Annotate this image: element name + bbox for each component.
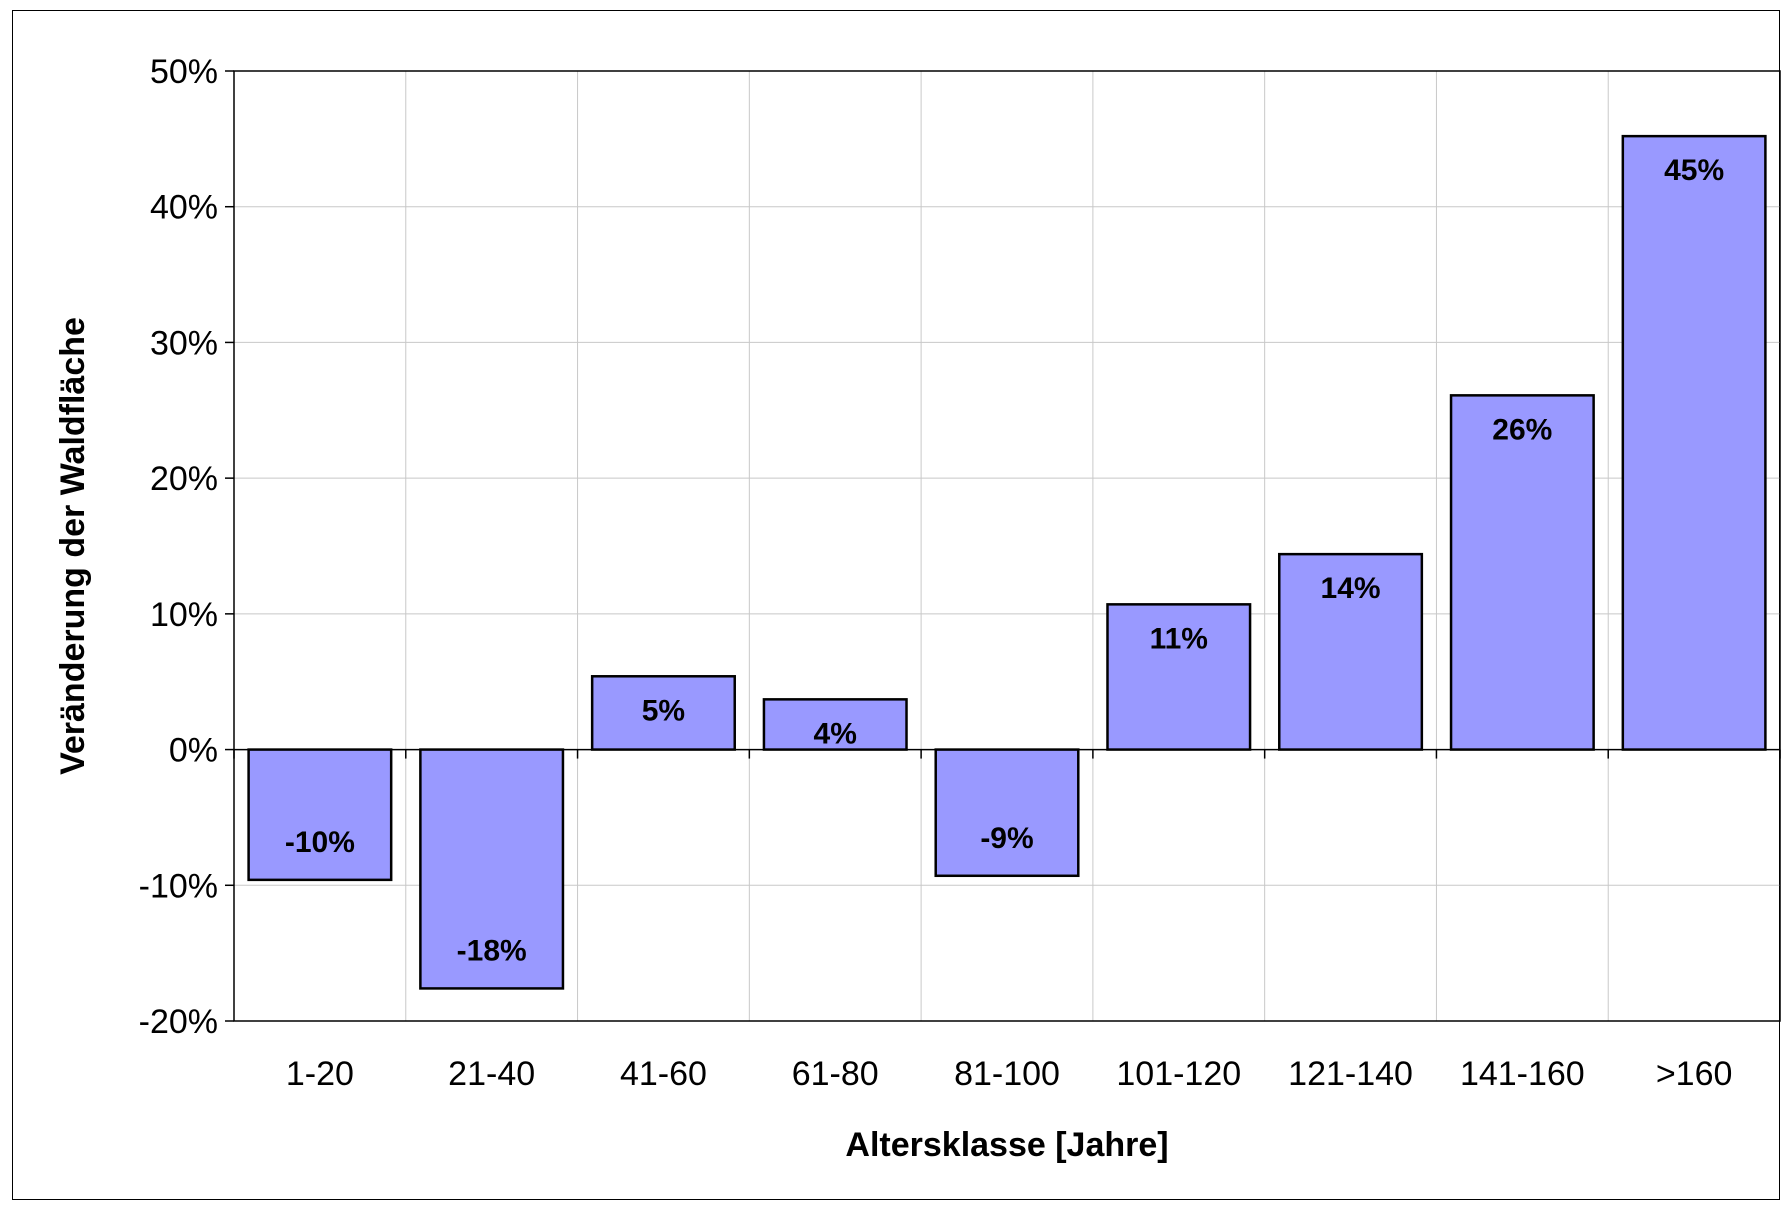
data-label: -18% [457, 934, 527, 967]
x-tick-label: 81-100 [954, 1055, 1060, 1093]
data-label: 45% [1664, 154, 1724, 187]
data-label: 26% [1492, 413, 1552, 446]
bar [1621, 134, 1767, 751]
y-tick-label: 50% [150, 53, 218, 91]
y-tick-label: -10% [139, 867, 218, 905]
bar [1449, 394, 1595, 751]
x-axis-title: Altersklasse [Jahre] [845, 1126, 1168, 1164]
y-tick-label: 20% [150, 460, 218, 498]
bar [590, 675, 736, 751]
y-tick-label: 0% [169, 732, 218, 770]
data-label: 11% [1150, 622, 1208, 655]
x-tick-label: >160 [1656, 1055, 1733, 1093]
bar [1106, 603, 1252, 751]
x-tick-label: 141-160 [1460, 1055, 1585, 1093]
bars [247, 134, 1767, 990]
bar [934, 748, 1080, 878]
axes [225, 70, 1781, 1022]
x-tick-label: 61-80 [792, 1055, 879, 1093]
y-axis-title: Veränderung der Waldfläche [54, 317, 92, 775]
data-label: 4% [814, 717, 857, 750]
y-tick-label: -20% [139, 1003, 218, 1041]
data-label: 5% [642, 694, 685, 727]
plot-area-border [233, 70, 1781, 1022]
y-tick-label: 30% [150, 324, 218, 362]
x-tick-label: 101-120 [1116, 1055, 1241, 1093]
data-label: 14% [1321, 572, 1381, 605]
data-label: -9% [980, 822, 1033, 855]
y-tick-label: 40% [150, 189, 218, 227]
x-tick-label: 1-20 [286, 1055, 354, 1093]
x-tick-label: 121-140 [1288, 1055, 1413, 1093]
labels: -10% -18% 5% 4% -9% 11% 14% 26% 45% -20% -10% 0% 10%… [139, 53, 1733, 1093]
x-tick-label: 21-40 [448, 1055, 535, 1093]
x-tick-label: 41-60 [620, 1055, 707, 1093]
y-tick-label: 10% [150, 596, 218, 634]
bar [247, 748, 393, 882]
bar [419, 748, 565, 990]
data-label: -10% [285, 826, 355, 859]
